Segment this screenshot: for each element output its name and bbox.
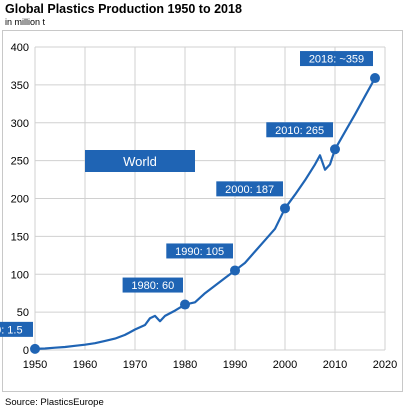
y-tick-label: 150 bbox=[11, 231, 29, 243]
source-note: Source: PlasticsEurope bbox=[5, 397, 104, 408]
point-label-box bbox=[0, 321, 33, 337]
x-tick-label: 2000 bbox=[273, 359, 297, 371]
data-point bbox=[30, 343, 40, 354]
x-tick-label: 1990 bbox=[223, 359, 247, 371]
world-label-box bbox=[85, 150, 195, 172]
series-line-world bbox=[34, 77, 376, 350]
y-tick-label: 200 bbox=[11, 194, 29, 206]
point-label-box bbox=[266, 122, 333, 138]
data-point bbox=[370, 73, 380, 84]
data-point bbox=[230, 265, 240, 276]
y-tick-label: 250 bbox=[11, 156, 29, 168]
chart-title: Global Plastics Production 1950 to 2018 bbox=[5, 2, 242, 16]
point-label-box bbox=[300, 51, 373, 67]
x-tick-label: 1950 bbox=[23, 359, 47, 371]
point-label: 2010: 265 bbox=[275, 125, 324, 137]
point-label: 1990: 105 bbox=[175, 246, 224, 258]
data-point bbox=[180, 299, 190, 310]
point-label: 1950: 1.5 bbox=[0, 324, 23, 336]
data-point bbox=[280, 203, 290, 214]
x-tick-label: 2010 bbox=[323, 359, 347, 371]
point-label: 2018: ~359 bbox=[309, 54, 364, 66]
y-tick-label: 0 bbox=[23, 345, 29, 357]
point-label-box bbox=[216, 181, 283, 197]
y-tick-label: 100 bbox=[11, 269, 29, 281]
y-tick-label: 50 bbox=[17, 307, 29, 319]
data-point bbox=[330, 144, 340, 155]
point-label-box bbox=[122, 277, 183, 293]
x-tick-label: 1960 bbox=[73, 359, 97, 371]
x-tick-label: 2020 bbox=[373, 359, 397, 371]
y-tick-label: 400 bbox=[11, 42, 29, 54]
point-label: 2000: 187 bbox=[225, 184, 274, 196]
world-label-text: World bbox=[123, 154, 157, 169]
point-label-box bbox=[166, 243, 233, 259]
y-tick-label: 350 bbox=[11, 80, 29, 92]
y-tick-label: 300 bbox=[11, 118, 29, 130]
chart-frame bbox=[2, 30, 403, 392]
x-tick-label: 1980 bbox=[173, 359, 197, 371]
chart-subtitle: in million t bbox=[5, 17, 46, 27]
x-tick-label: 1970 bbox=[123, 359, 147, 371]
point-label: 1980: 60 bbox=[131, 280, 174, 292]
